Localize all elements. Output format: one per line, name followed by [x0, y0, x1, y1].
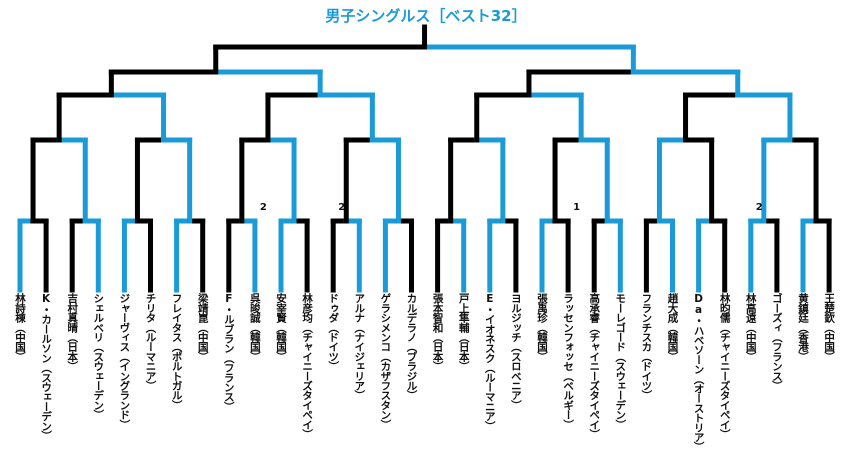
player-name: 張禹珍（韓国）	[536, 293, 548, 361]
player-name: F・ルブラン（フランス）	[222, 293, 235, 411]
seed-marker: 2	[338, 202, 346, 213]
player-name: 呉晙誠（韓国）	[248, 293, 261, 361]
player-name: モーレゴード（スウェーデン）	[614, 293, 627, 429]
player-name: 趙大成（韓国）	[666, 293, 679, 361]
player-name: ゲラシメンコ（カザフスタン）	[379, 293, 392, 429]
player-name: E・イオネスク（ルーマニア）	[483, 293, 496, 431]
player-name: フレイタス（ポルトガル）	[170, 293, 183, 410]
player-name: 林昀儒（チャイニーズタイペイ）	[718, 293, 731, 439]
player-name: ドゥダ（ドイツ）	[327, 293, 340, 371]
seed-marker: 2	[259, 202, 267, 213]
player-name: 林詩棟（中国）	[14, 293, 26, 361]
player-name: Da・ハベソーン（オーストリア）	[692, 293, 705, 452]
player-name: 黄鎮廷（香港）	[797, 293, 809, 361]
player-name: K・カールソン（スウェーデン）	[40, 293, 53, 441]
player-name: 吉村真晴（日本）	[66, 293, 79, 371]
player-name: 林彦均（チャイニーズタイペイ）	[301, 293, 314, 439]
player-name: 張本智和（日本）	[431, 293, 444, 371]
player-name: ジャーヴィス（イングランド）	[118, 293, 131, 429]
bracket-title: 男子シングルス［ベスト32］	[325, 7, 527, 25]
player-name: ヨルジッチ（スロベニア）	[509, 293, 522, 410]
player-name: 戸上隼輔（日本）	[457, 293, 470, 371]
player-name: フランチスカ（ドイツ）	[640, 293, 653, 400]
player-name: 王楚欽（中国）	[823, 293, 836, 361]
player-name: チリタ（ルーマニア）	[144, 293, 157, 391]
player-name: 高承睿（チャイニーズタイペイ）	[588, 293, 601, 439]
player-name: 安宰賢（韓国）	[275, 293, 287, 361]
player-name: 梁靖崑（中国）	[196, 293, 209, 361]
player-name: シェルベリ（スウェーデン）	[92, 293, 105, 420]
seed-marker: 2	[755, 202, 763, 213]
player-name: ラッセンフォッセ（ベルギー）	[562, 293, 575, 429]
player-name: アルナ（ナイジェリア）	[353, 293, 366, 400]
player-name: 林高遠（中国）	[744, 293, 757, 361]
player-name: カルデラノ（ブラジル）	[405, 293, 418, 400]
seed-marker: 1	[573, 202, 581, 213]
player-name: ゴーズィ（フランス）	[770, 293, 783, 391]
